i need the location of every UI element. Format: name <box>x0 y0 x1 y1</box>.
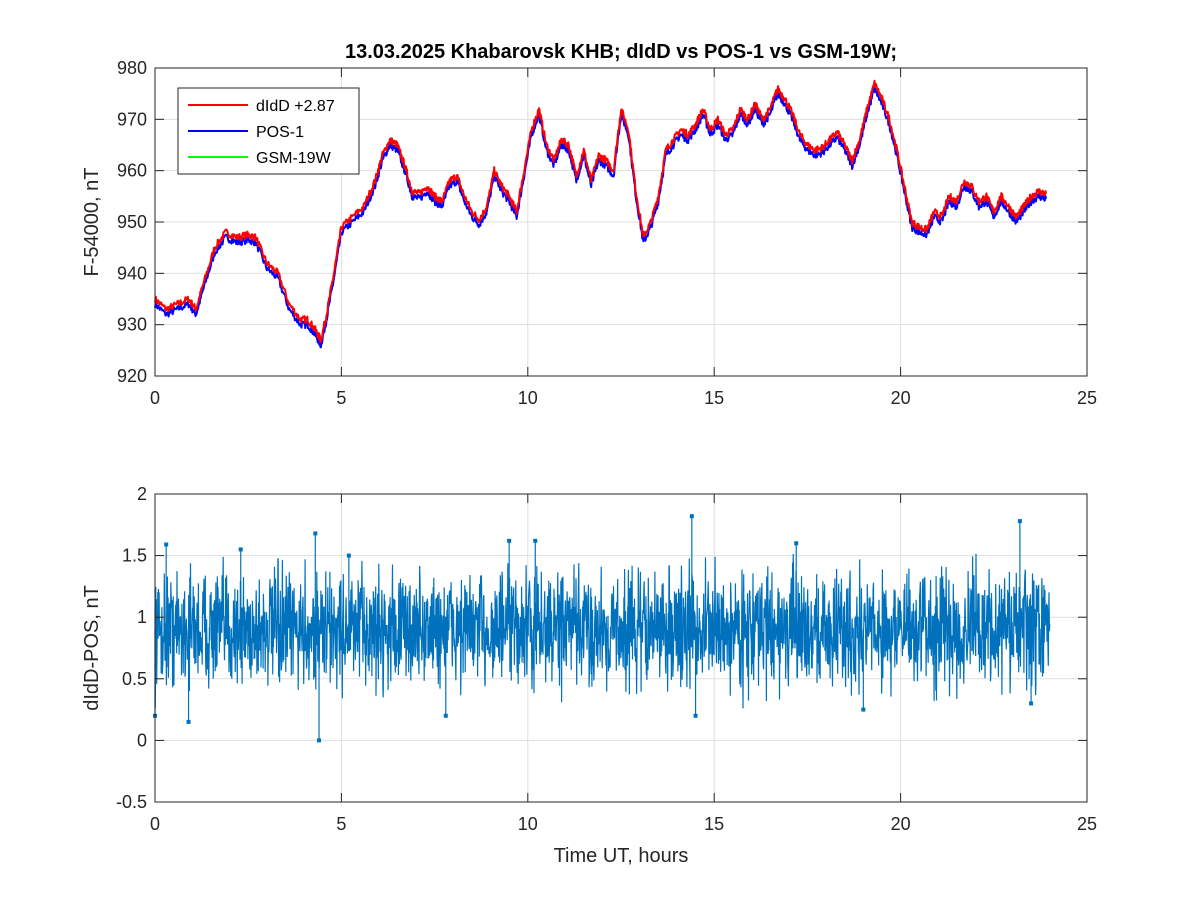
bottom-y-tick-label: 0 <box>137 730 147 750</box>
bottom-plot-area <box>153 514 1051 743</box>
bottom-x-tick-label: 25 <box>1077 814 1097 834</box>
top-y-tick-label: 970 <box>117 109 147 129</box>
legend-label-pos: POS-1 <box>256 124 304 141</box>
top-y-tick-label: 920 <box>117 366 147 386</box>
bottom-y-axis-label: dIdD-POS, nT <box>81 585 103 711</box>
top-x-tick-label: 5 <box>336 388 346 408</box>
series-line-didd <box>154 79 1047 344</box>
top-plot-area <box>154 79 1047 349</box>
residual-spike-marker <box>533 538 538 543</box>
bottom-y-tick-label: -0.5 <box>116 792 147 812</box>
top-y-tick-label: 980 <box>117 58 147 78</box>
residual-spike-marker <box>317 738 322 743</box>
top-y-axis-label: F-54000, nT <box>81 168 103 277</box>
residual-spike-marker <box>693 713 698 718</box>
residual-spike-marker <box>443 713 448 718</box>
top-ticks: 0 5 10 15 20 25 920 930 940 950 960 970 980 <box>117 58 1097 408</box>
bottom-y-tick-label: 1.5 <box>122 546 147 566</box>
residual-spike-marker <box>794 541 799 546</box>
top-y-tick-label: 940 <box>117 263 147 283</box>
bottom-x-tick-label: 20 <box>891 814 911 834</box>
top-x-tick-label: 0 <box>150 388 160 408</box>
residual-spike-marker <box>238 547 243 552</box>
bottom-x-tick-label: 10 <box>518 814 538 834</box>
bottom-y-tick-label: 1 <box>137 607 147 627</box>
residual-spike-marker <box>1017 519 1022 524</box>
bottom-x-tick-label: 15 <box>704 814 724 834</box>
residual-spike-marker <box>1029 701 1034 706</box>
bottom-axes: 0 5 10 15 20 25-0.500.511.52 dIdD-POS, nT Tim… <box>81 484 1097 867</box>
top-x-tick-label: 20 <box>891 388 911 408</box>
residual-spike-marker <box>346 553 351 558</box>
bottom-y-tick-label: 0.5 <box>122 669 147 689</box>
residual-series-line <box>154 553 1051 709</box>
top-axes: 0 5 10 15 20 25 920 930 940 950 960 970 980 13.03.20… <box>81 41 1097 408</box>
residual-spike-marker <box>164 542 169 547</box>
chart-title: 13.03.2025 Khabarovsk KHB; dIdD vs POS-1… <box>345 41 897 63</box>
bottom-ticks: 0 5 10 15 20 25-0.500.511.52 <box>116 484 1097 834</box>
top-x-tick-label: 10 <box>518 388 538 408</box>
bottom-x-tick-label: 0 <box>150 814 160 834</box>
top-y-tick-label: 950 <box>117 212 147 232</box>
legend-label-didd: dIdD +2.87 <box>256 98 335 115</box>
residual-spike-marker <box>861 707 866 712</box>
legend-label-gsm: GSM-19W <box>256 150 332 167</box>
top-y-tick-label: 960 <box>117 161 147 181</box>
residual-spike-marker <box>689 514 694 519</box>
residual-spike-marker <box>186 719 191 724</box>
bottom-y-tick-label: 2 <box>137 484 147 504</box>
x-axis-label: Time UT, hours <box>554 845 689 867</box>
residual-spike-marker <box>507 538 512 543</box>
bottom-x-tick-label: 5 <box>336 814 346 834</box>
residual-spike-marker <box>313 531 318 536</box>
legend: dIdD +2.87 POS-1 GSM-19W <box>177 87 360 175</box>
top-x-tick-label: 25 <box>1077 388 1097 408</box>
top-x-tick-label: 15 <box>704 388 724 408</box>
top-y-tick-label: 930 <box>117 315 147 335</box>
